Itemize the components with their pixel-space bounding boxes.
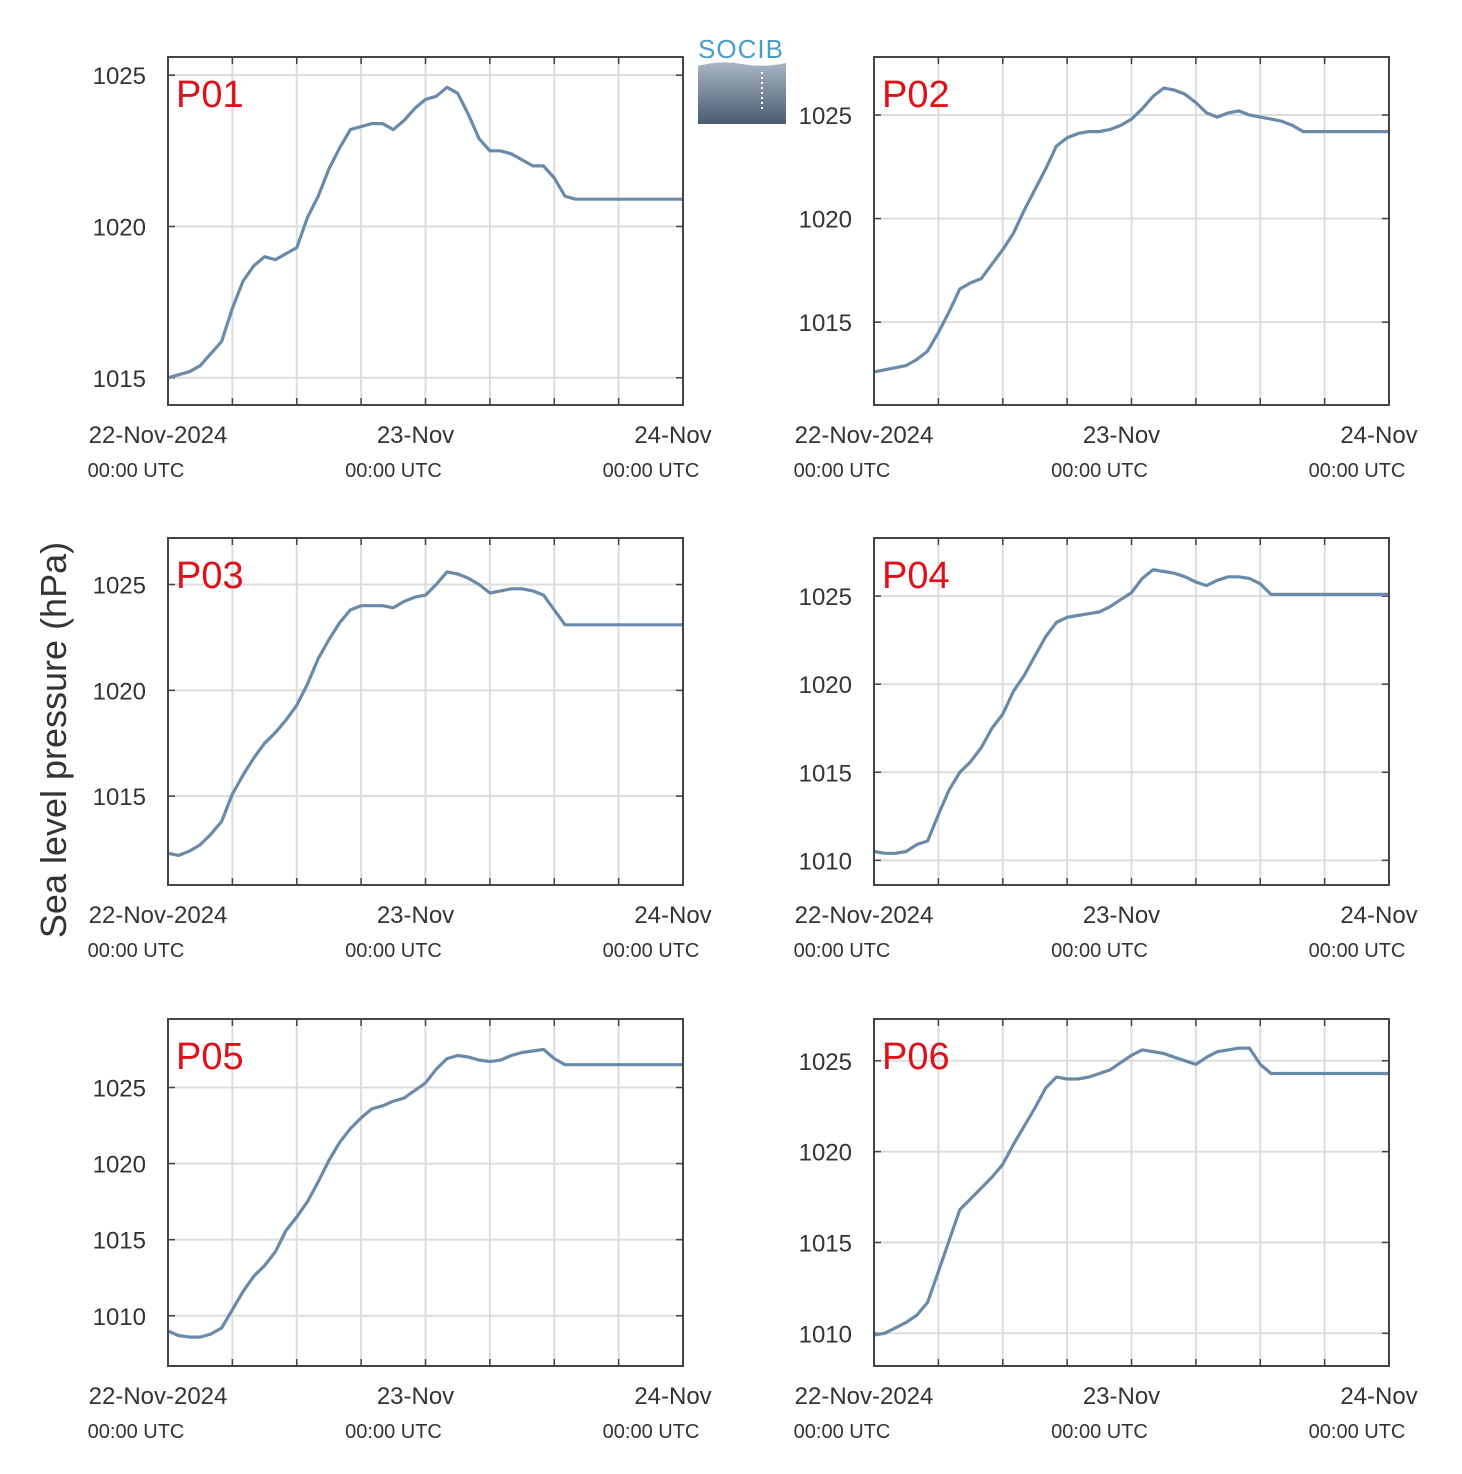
x-tick-sublabel: 00:00 UTC: [1309, 460, 1406, 482]
y-tick-label: 1020: [799, 1140, 852, 1167]
x-tick-sublabel: 00:00 UTC: [794, 460, 891, 482]
x-tick-label: 22-Nov-2024: [795, 422, 934, 449]
y-tick-label: 1025: [799, 584, 852, 611]
y-tick-label: 1015: [93, 784, 146, 811]
x-tick-sublabel: 00:00 UTC: [345, 940, 442, 962]
x-tick-label: 22-Nov-2024: [795, 902, 934, 929]
x-tick-label: 23-Nov: [1083, 422, 1160, 449]
x-tick-label: 22-Nov-2024: [89, 902, 228, 929]
y-tick-label: 1025: [93, 1075, 146, 1102]
y-tick-label: 1015: [799, 310, 852, 337]
panel-p06: 1010 1015 1020 1025 P06 22-Nov-2024 00:00 UTC 2…: [794, 1018, 1418, 1443]
y-tick-label: 1025: [93, 63, 146, 90]
x-tick-sublabel: 00:00 UTC: [88, 1421, 185, 1443]
plot-frame: [873, 1018, 1390, 1367]
x-tick-label: 22-Nov-2024: [89, 422, 228, 449]
series-line-p04: [873, 568, 1389, 855]
plot-frame: [167, 56, 684, 406]
plot-frame: [167, 1018, 684, 1367]
x-tick-label: 24-Nov: [1340, 1383, 1417, 1410]
x-tick-label: 23-Nov: [377, 1383, 454, 1410]
x-tick-sublabel: 00:00 UTC: [1051, 940, 1148, 962]
x-tick-sublabel: 00:00 UTC: [1309, 1421, 1406, 1443]
x-tick-sublabel: 00:00 UTC: [1051, 1421, 1148, 1443]
panels: 1015 1020 1025 P01 22-Nov-2024 00:00 UTC 23-No…: [88, 56, 1418, 1443]
x-tick-sublabel: 00:00 UTC: [1051, 460, 1148, 482]
y-tick-label: 1010: [799, 848, 852, 875]
socib-logo: SOCIB: [698, 34, 786, 124]
y-tick-label: 1015: [799, 760, 852, 787]
y-tick-label: 1020: [93, 214, 146, 241]
panel-label: P02: [882, 74, 950, 116]
x-tick-sublabel: 00:00 UTC: [603, 940, 700, 962]
series-line-p02: [873, 86, 1389, 374]
x-tick-label: 24-Nov: [1340, 422, 1417, 449]
panel-label: P03: [176, 555, 244, 597]
x-tick-label: 24-Nov: [634, 422, 711, 449]
panel-p04: 1010 1015 1020 1025 P04 22-Nov-2024 00:00 UTC 2…: [794, 537, 1418, 962]
logo-mark-icon: [698, 62, 786, 124]
series-line-p03: [167, 570, 683, 857]
plot-frame: [873, 537, 1390, 886]
panel-label: P06: [882, 1036, 950, 1078]
plot-frame: [873, 56, 1390, 406]
x-tick-label: 23-Nov: [1083, 1383, 1160, 1410]
y-axis-label: Sea level pressure (hPa): [33, 542, 74, 938]
x-tick-sublabel: 00:00 UTC: [88, 460, 185, 482]
series-line-p01: [167, 85, 683, 380]
y-tick-label: 1020: [93, 678, 146, 705]
x-tick-label: 23-Nov: [377, 422, 454, 449]
y-tick-label: 1025: [93, 573, 146, 600]
x-tick-label: 24-Nov: [634, 902, 711, 929]
x-tick-label: 23-Nov: [377, 902, 454, 929]
panel-p01: 1015 1020 1025 P01 22-Nov-2024 00:00 UTC 23-No…: [88, 56, 712, 482]
panel-p05: 1010 1015 1020 1025 P05 22-Nov-2024 00:00 UTC 2…: [88, 1018, 712, 1443]
x-tick-label: 24-Nov: [1340, 902, 1417, 929]
y-tick-label: 1015: [799, 1230, 852, 1257]
plot-frame: [167, 537, 684, 886]
x-tick-label: 23-Nov: [1083, 902, 1160, 929]
x-tick-label: 22-Nov-2024: [795, 1383, 934, 1410]
x-tick-label: 24-Nov: [634, 1383, 711, 1410]
x-tick-sublabel: 00:00 UTC: [345, 460, 442, 482]
x-tick-label: 22-Nov-2024: [89, 1383, 228, 1410]
panel-p02: 1015 1020 1025 P02 22-Nov-2024 00:00 UTC 23-No…: [794, 56, 1418, 482]
y-tick-label: 1020: [93, 1152, 146, 1179]
x-tick-sublabel: 00:00 UTC: [603, 1421, 700, 1443]
x-tick-sublabel: 00:00 UTC: [794, 1421, 891, 1443]
logo-text: SOCIB: [698, 34, 784, 64]
x-tick-sublabel: 00:00 UTC: [1309, 940, 1406, 962]
y-tick-label: 1020: [799, 207, 852, 234]
panel-label: P01: [176, 74, 244, 116]
y-tick-label: 1010: [799, 1321, 852, 1348]
series-line-p05: [167, 1047, 683, 1339]
x-tick-sublabel: 00:00 UTC: [345, 1421, 442, 1443]
y-tick-label: 1025: [799, 1049, 852, 1076]
x-tick-sublabel: 00:00 UTC: [794, 940, 891, 962]
y-tick-label: 1015: [93, 366, 146, 393]
panel-label: P04: [882, 555, 950, 597]
panel-label: P05: [176, 1036, 244, 1078]
y-tick-label: 1025: [799, 103, 852, 130]
y-tick-label: 1020: [799, 672, 852, 699]
x-tick-sublabel: 00:00 UTC: [603, 460, 700, 482]
x-tick-sublabel: 00:00 UTC: [88, 940, 185, 962]
y-tick-label: 1015: [93, 1228, 146, 1255]
series-line-p06: [873, 1046, 1389, 1337]
panel-p03: 1015 1020 1025 P03 22-Nov-2024 00:00 UTC 23-No…: [88, 537, 712, 962]
y-tick-label: 1010: [93, 1304, 146, 1331]
